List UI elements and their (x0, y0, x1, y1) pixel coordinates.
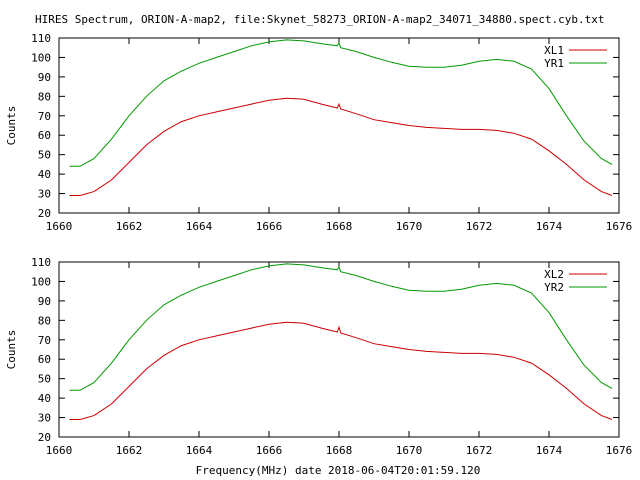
x-tick-label: 1664 (186, 444, 213, 457)
plot-frame (58, 261, 620, 438)
x-tick-label: 1666 (256, 444, 283, 457)
series-line-yr2 (69, 263, 613, 391)
figure-title: HIRES Spectrum, ORION-A-map2, file:Skyne… (35, 13, 605, 26)
y-tick-label: 70 (38, 110, 51, 123)
legend-label: YR1 (544, 57, 564, 70)
x-tick-label: 1674 (536, 220, 563, 233)
x-tick-label: 1660 (46, 444, 73, 457)
legend-label: YR2 (544, 281, 564, 294)
chart-panel-2: 1660 1662 1664 1666 1668 1670 1672 1674 1676 20 30… (5, 256, 632, 457)
legend-label: XL1 (544, 44, 564, 57)
y-tick-label: 80 (38, 90, 51, 103)
x-tick-label: 1672 (466, 444, 493, 457)
x-tick-label: 1662 (116, 444, 143, 457)
y-tick-label: 90 (38, 71, 51, 84)
y-tick-label: 110 (31, 32, 51, 45)
y-tick-label: 20 (38, 207, 51, 220)
y-tick-label: 100 (31, 275, 51, 288)
series-line-yr1 (69, 39, 613, 167)
x-tick-label: 1662 (116, 220, 143, 233)
chart-panels: 1660 1662 1664 1666 1668 1670 1672 1674 1676 20 30… (5, 32, 632, 457)
y-tick-label: 40 (38, 168, 51, 181)
y-tick-label: 70 (38, 334, 51, 347)
y-axis-label: Counts (5, 106, 18, 146)
y-tick-label: 30 (38, 188, 51, 201)
x-tick-label: 1670 (396, 220, 423, 233)
y-tick-label: 90 (38, 295, 51, 308)
x-tick-label: 1676 (606, 220, 633, 233)
y-tick-label: 50 (38, 373, 51, 386)
plot-frame (58, 37, 620, 214)
x-tick-label: 1674 (536, 444, 563, 457)
x-tick-label: 1670 (396, 444, 423, 457)
y-tick-label: 30 (38, 412, 51, 425)
x-tick-label: 1668 (326, 444, 353, 457)
x-tick-label: 1664 (186, 220, 213, 233)
x-axis-label: Frequency(MHz) date 2018-06-04T20:01:59.… (196, 464, 481, 477)
y-tick-label: 50 (38, 149, 51, 162)
y-axis-label: Counts (5, 330, 18, 370)
y-tick-label: 40 (38, 392, 51, 405)
series-line-xl1 (69, 97, 613, 196)
series-line-xl2 (69, 321, 613, 420)
x-tick-label: 1666 (256, 220, 283, 233)
x-tick-label: 1672 (466, 220, 493, 233)
x-tick-label: 1668 (326, 220, 353, 233)
y-tick-label: 20 (38, 431, 51, 444)
y-tick-label: 60 (38, 129, 51, 142)
y-tick-label: 60 (38, 353, 51, 366)
y-tick-label: 100 (31, 51, 51, 64)
y-tick-label: 80 (38, 314, 51, 327)
legend-label: XL2 (544, 268, 564, 281)
x-tick-label: 1676 (606, 444, 633, 457)
chart-panel-1: 1660 1662 1664 1666 1668 1670 1672 1674 1676 20 30… (5, 32, 632, 233)
y-tick-label: 110 (31, 256, 51, 269)
x-tick-label: 1660 (46, 220, 73, 233)
